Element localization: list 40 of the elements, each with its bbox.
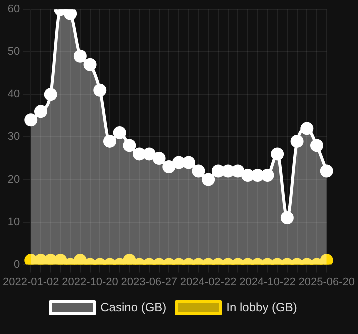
x-tick-label: 2024-10-22	[240, 276, 296, 288]
point	[162, 160, 176, 174]
point	[222, 164, 235, 178]
point	[24, 114, 38, 127]
y-tick-label: 30	[8, 131, 20, 144]
point	[44, 88, 58, 102]
point	[202, 173, 216, 186]
y-tick-label: 40	[8, 88, 20, 101]
point	[232, 164, 245, 178]
point	[133, 148, 146, 161]
y-tick-label: 60	[8, 4, 20, 16]
point	[271, 148, 284, 161]
y-tick-label: 50	[8, 46, 20, 58]
point	[103, 134, 116, 148]
point	[152, 152, 166, 165]
x-tick-label: 2025-06-20	[298, 276, 356, 288]
point	[182, 156, 196, 170]
legend-label: In lobby (GB)	[226, 300, 298, 314]
x-tick-label: 2024-02-22	[180, 276, 237, 288]
point	[123, 139, 136, 152]
x-tick-label: 2022-10-20	[62, 276, 118, 288]
y-tick-label: 20	[8, 174, 20, 186]
point	[251, 168, 264, 182]
point	[113, 126, 126, 140]
point	[172, 156, 186, 170]
point	[142, 148, 156, 161]
point	[290, 134, 304, 148]
x-tick-label: 2022-01-02	[2, 276, 60, 288]
point	[300, 122, 314, 136]
point	[261, 168, 274, 182]
point	[310, 139, 324, 152]
point	[320, 164, 334, 178]
point	[192, 164, 206, 178]
y-tick-label: 0	[14, 258, 20, 271]
point	[34, 105, 48, 118]
point	[242, 168, 255, 182]
y-tick-label: 10	[8, 216, 20, 228]
point	[212, 164, 225, 178]
x-tick-label: 2023-06-27	[121, 276, 178, 288]
legend-label: Casino (GB)	[100, 300, 167, 314]
